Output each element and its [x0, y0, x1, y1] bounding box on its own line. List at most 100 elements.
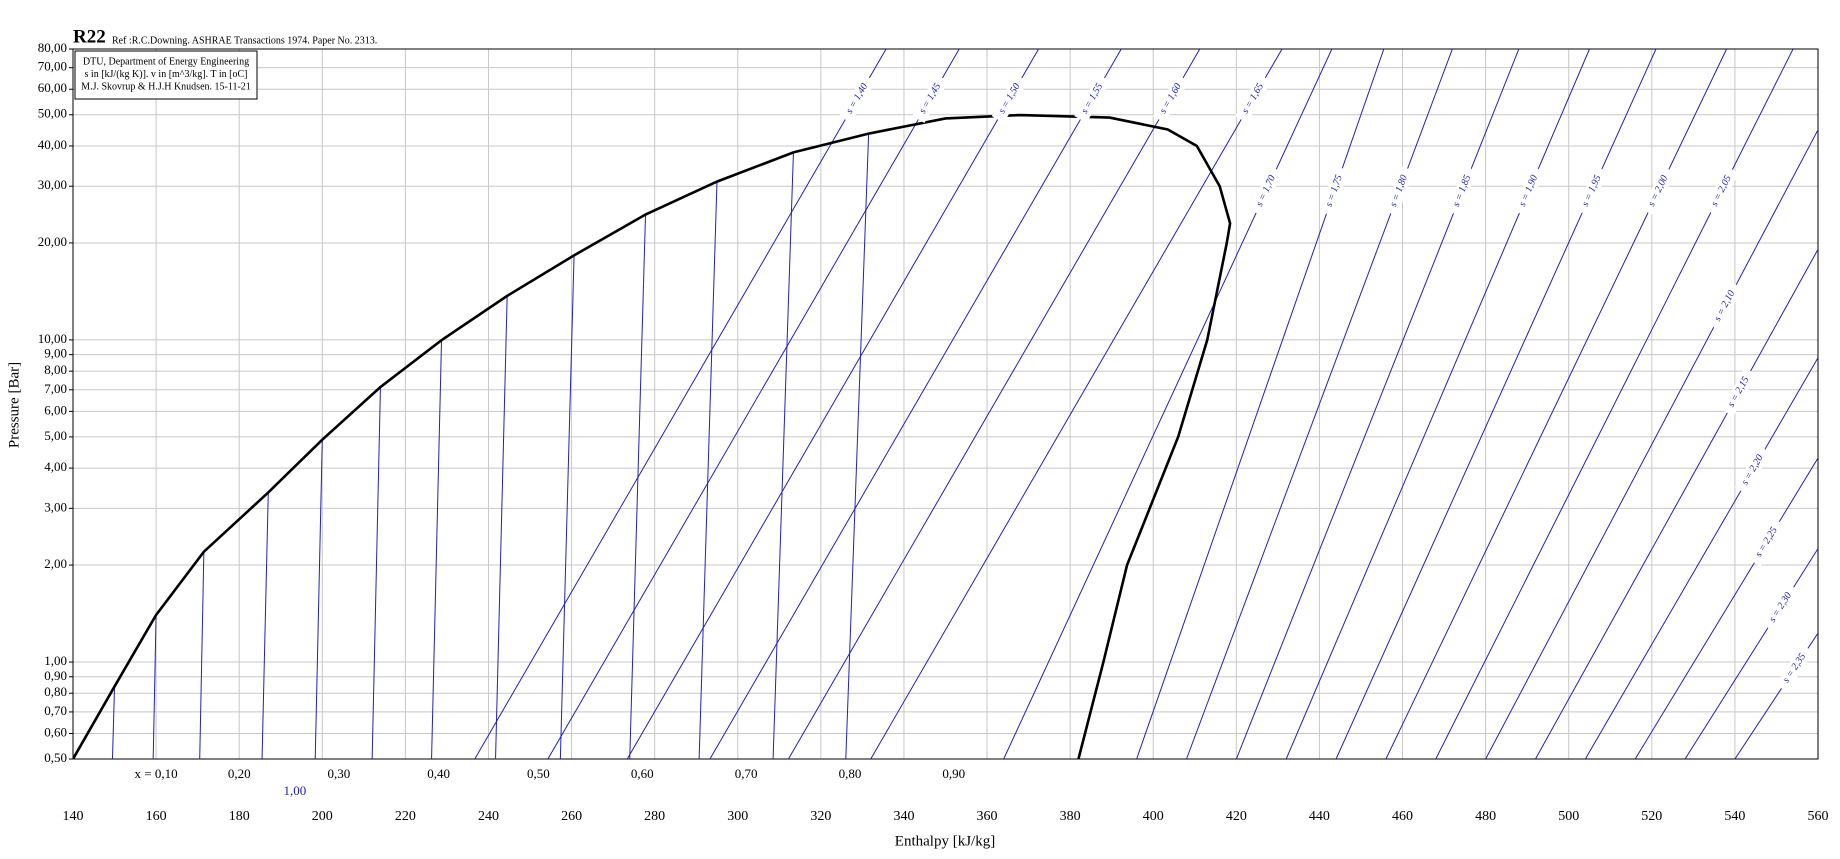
- x-tick-label: 360: [977, 809, 998, 824]
- y-tick-label: 40,00: [38, 137, 67, 152]
- label-bg: [1384, 166, 1415, 216]
- label-bg: [1235, 74, 1272, 123]
- x-tick-label: 180: [229, 809, 250, 824]
- x-tick-label: 160: [146, 809, 167, 824]
- plot-lines: [73, 49, 1818, 759]
- isentrope: [1385, 49, 1728, 759]
- label-bg: [1575, 166, 1609, 216]
- liquid-line: [431, 340, 443, 759]
- isentrope-label: s = 2,00: [1646, 174, 1670, 209]
- x-tick-label: 560: [1808, 809, 1829, 824]
- isentrope: [474, 49, 887, 759]
- isentrope: [1584, 357, 1818, 759]
- liquid-line: [111, 686, 116, 759]
- isentrope: [1285, 49, 1590, 759]
- quality-label: 0,30: [328, 766, 351, 781]
- isentrope: [870, 49, 1283, 759]
- quality-label: 0,60: [631, 766, 654, 781]
- x-tick-label: 480: [1475, 809, 1496, 824]
- isentrope: [709, 49, 1122, 759]
- label-bg: [1734, 445, 1771, 495]
- label-bg: [1721, 367, 1757, 417]
- y-tick-label: 70,00: [38, 59, 67, 74]
- label-bg: [1748, 518, 1786, 567]
- isentrope-label: s = 1,85: [1451, 173, 1473, 208]
- label-bg: [1074, 74, 1111, 123]
- isentrope: [1235, 49, 1520, 759]
- liquid-line: [495, 295, 508, 759]
- y-tick-label: 0,80: [44, 684, 67, 699]
- liquid-line: [559, 255, 575, 759]
- x-tick-label: 320: [810, 809, 831, 824]
- y-tick-label: 20,00: [38, 234, 67, 249]
- isentrope: [1003, 49, 1333, 759]
- y-tick-label: 0,90: [44, 668, 67, 683]
- isentrope: [547, 49, 960, 759]
- y-tick-label: 7,00: [44, 381, 67, 396]
- plot-frame: [72, 48, 1819, 760]
- isentrope-label: s = 1,90: [1517, 174, 1540, 209]
- label-bg: [1249, 166, 1283, 216]
- y-tick-label: 0,70: [44, 703, 67, 718]
- y-tick-label: 3,00: [44, 499, 67, 514]
- isentrope: [1186, 49, 1453, 759]
- label-bg: [991, 74, 1028, 123]
- y-tick-label: 5,00: [44, 428, 67, 443]
- x-tick-label: 280: [644, 809, 665, 824]
- x-tick-label: 420: [1226, 809, 1247, 824]
- y-tick-label: 1,00: [44, 653, 67, 668]
- liquid-line: [261, 492, 269, 759]
- chart-subtitle: Ref :R.C.Downing. ASHRAE Transactions 19…: [112, 35, 377, 46]
- quality-label: 0,80: [839, 766, 862, 781]
- quality-label: 0,70: [735, 766, 758, 781]
- isentrope: [1335, 49, 1657, 759]
- label-bg: [1707, 281, 1743, 331]
- quality-label: 1,00: [283, 783, 306, 798]
- x-tick-label: 540: [1724, 809, 1745, 824]
- y-tick-label: 10,00: [38, 331, 67, 346]
- x-tick-label: 340: [893, 809, 914, 824]
- x-tick-label: 400: [1143, 809, 1164, 824]
- isentrope: [626, 49, 1039, 759]
- label-bg: [1704, 166, 1739, 216]
- isentrope: [788, 49, 1201, 759]
- x-tick-label: 140: [63, 809, 84, 824]
- liquid-line: [772, 152, 794, 759]
- liquid-line: [152, 614, 157, 759]
- liquid-line: [371, 387, 381, 759]
- quality-label: 0,50: [527, 766, 550, 781]
- chart-title: R22: [73, 26, 106, 47]
- quality-label: 0,90: [942, 766, 965, 781]
- liquid-line: [199, 551, 205, 759]
- info-text: M.J. Skovrup & H.J.H Knudsen. 15-11-21: [81, 81, 251, 92]
- x-tick-label: 520: [1641, 809, 1662, 824]
- y-tick-label: 80,00: [38, 40, 67, 55]
- liquid-line: [314, 439, 323, 759]
- info-text: DTU, Department of Energy Engineering: [83, 56, 249, 67]
- isentrope: [1634, 457, 1818, 759]
- y-tick-label: 2,00: [44, 556, 67, 571]
- label-bg: [1775, 644, 1814, 693]
- isentrope: [1136, 49, 1385, 759]
- y-tick-label: 8,00: [44, 362, 67, 377]
- x-tick-label: 500: [1558, 809, 1579, 824]
- info-box: [74, 50, 258, 100]
- label-bg: [1319, 166, 1349, 216]
- liquid-line: [629, 214, 647, 759]
- liquid-line: [845, 133, 870, 759]
- isentrope-label: s = 1,70: [1254, 174, 1278, 209]
- x-tick-label: 260: [561, 809, 582, 824]
- y-tick-label: 30,00: [38, 177, 67, 192]
- y-tick-label: 4,00: [44, 459, 67, 474]
- info-text: s in [kJ/(kg K)]. v in [m^3/kg]. T in [o…: [85, 69, 248, 80]
- y-tick-label: 0,60: [44, 724, 67, 739]
- y-axis-label: Pressure [Bar]: [6, 362, 22, 448]
- quality-label: x = 0,10: [135, 766, 178, 781]
- isentrope-label: s = 1,95: [1580, 174, 1604, 209]
- x-tick-label: 460: [1392, 809, 1413, 824]
- quality-label: 0,40: [427, 766, 450, 781]
- x-tick-label: 380: [1060, 809, 1081, 824]
- y-tick-label: 50,00: [38, 106, 67, 121]
- x-tick-label: 200: [312, 809, 333, 824]
